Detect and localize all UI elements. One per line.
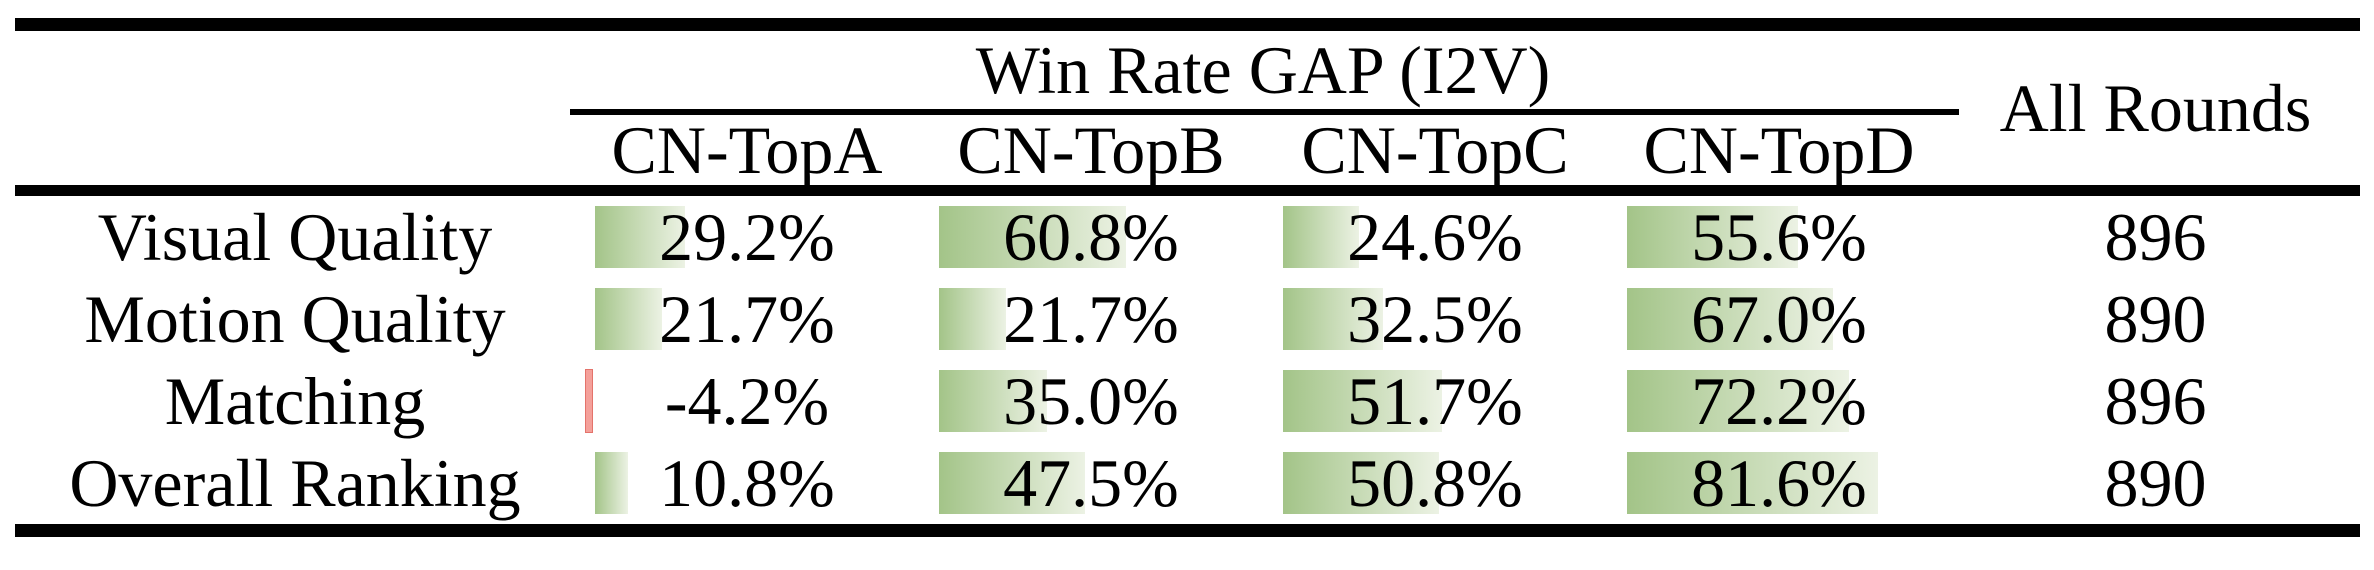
data-bar-negative: [585, 369, 593, 433]
table-top-rule: [15, 18, 2360, 31]
data-bar: [939, 206, 1127, 268]
table-row-motion-quality: Motion Quality 21.7% 21.7% 32.5% 67.0% 8…: [15, 278, 2360, 360]
value-text: 24.6%: [1347, 199, 1523, 275]
value-text: 35.0%: [1003, 363, 1179, 439]
value-cell: 51.7%: [1263, 360, 1607, 442]
row-label: Visual Quality: [97, 199, 493, 275]
data-bar: [595, 288, 662, 350]
all-rounds-value: 890: [2104, 281, 2207, 357]
row-label: Matching: [164, 363, 426, 439]
value-text: 55.6%: [1691, 199, 1867, 275]
value-cell: 60.8%: [919, 196, 1263, 278]
data-bar: [595, 206, 685, 268]
value-cell: 67.0%: [1607, 278, 1951, 360]
value-cell: 10.8%: [575, 442, 919, 524]
value-text: 50.8%: [1347, 445, 1523, 521]
value-text: 51.7%: [1347, 363, 1523, 439]
row-label: Overall Ranking: [69, 445, 521, 521]
data-bar: [1283, 370, 1443, 432]
value-text: 81.6%: [1691, 445, 1867, 521]
data-bar: [1283, 206, 1359, 268]
value-text: 67.0%: [1691, 281, 1867, 357]
value-cell: 50.8%: [1263, 442, 1607, 524]
group-header-title: Win Rate GAP (I2V): [975, 32, 1551, 108]
data-bar: [1283, 288, 1384, 350]
value-cell: 55.6%: [1607, 196, 1951, 278]
value-text: 60.8%: [1003, 199, 1179, 275]
group-header-underline: [570, 109, 1959, 115]
all-rounds-value: 896: [2104, 199, 2207, 275]
value-cell: -4.2%: [575, 360, 919, 442]
table-header-rule: [15, 185, 2360, 196]
table-body: Visual Quality 29.2% 60.8% 24.6% 55.6% 8…: [15, 196, 2360, 524]
data-bar: [1627, 288, 1834, 350]
column-header-cn-topc: CN-TopC: [1301, 112, 1569, 188]
table-bottom-rule: [15, 524, 2360, 537]
data-bar: [595, 452, 629, 514]
data-bar: [1627, 452, 1879, 514]
data-bar: [1627, 370, 1850, 432]
column-header-cn-topb: CN-TopB: [957, 112, 1225, 188]
column-header-all-rounds: All Rounds: [1999, 69, 2312, 146]
data-bar: [1283, 452, 1440, 514]
value-cell: 21.7%: [575, 278, 919, 360]
column-headers: CN-TopA CN-TopB CN-TopC CN-TopD: [575, 115, 1951, 185]
row-label: Motion Quality: [84, 281, 506, 357]
value-text: 10.8%: [659, 445, 835, 521]
value-text: 21.7%: [1003, 281, 1179, 357]
value-cell: 35.0%: [919, 360, 1263, 442]
table-header: Win Rate GAP (I2V) CN-TopA CN-TopB CN-To…: [15, 31, 2360, 185]
table-row-matching: Matching -4.2% 35.0% 51.7% 72.2% 896: [15, 360, 2360, 442]
value-text: 29.2%: [659, 199, 835, 275]
data-bar: [939, 370, 1047, 432]
table-row-visual-quality: Visual Quality 29.2% 60.8% 24.6% 55.6% 8…: [15, 196, 2360, 278]
table-row-overall-ranking: Overall Ranking 10.8% 47.5% 50.8% 81.6% …: [15, 442, 2360, 524]
value-cell: 72.2%: [1607, 360, 1951, 442]
value-cell: 81.6%: [1607, 442, 1951, 524]
value-cell: 47.5%: [919, 442, 1263, 524]
value-text: 32.5%: [1347, 281, 1523, 357]
header-group: Win Rate GAP (I2V) CN-TopA CN-TopB CN-To…: [570, 31, 1959, 185]
header-empty-corner: [15, 31, 575, 185]
all-rounds-value: 890: [2104, 445, 2207, 521]
data-bar: [939, 452, 1086, 514]
value-cell: 29.2%: [575, 196, 919, 278]
data-bar: [939, 288, 1006, 350]
column-header-cn-topd: CN-TopD: [1643, 112, 1915, 188]
value-text: 21.7%: [659, 281, 835, 357]
results-table: Win Rate GAP (I2V) CN-TopA CN-TopB CN-To…: [15, 18, 2360, 537]
value-text: 47.5%: [1003, 445, 1179, 521]
value-cell: 21.7%: [919, 278, 1263, 360]
column-header-cn-topa: CN-TopA: [611, 112, 883, 188]
all-rounds-value: 896: [2104, 363, 2207, 439]
data-bar: [1627, 206, 1799, 268]
value-text: 72.2%: [1691, 363, 1867, 439]
value-text: -4.2%: [664, 363, 830, 439]
value-cell: 32.5%: [1263, 278, 1607, 360]
value-cell: 24.6%: [1263, 196, 1607, 278]
